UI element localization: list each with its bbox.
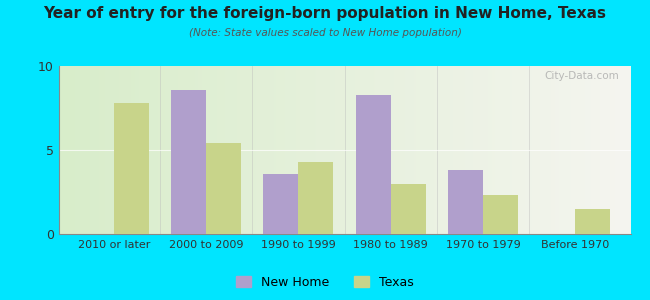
Bar <box>483 195 518 234</box>
Text: City-Data.com: City-Data.com <box>544 71 619 81</box>
Bar <box>206 143 241 234</box>
Bar <box>356 94 391 234</box>
Bar <box>114 103 149 234</box>
Text: Year of entry for the foreign-born population in New Home, Texas: Year of entry for the foreign-born popul… <box>44 6 606 21</box>
Bar <box>448 170 483 234</box>
Text: (Note: State values scaled to New Home population): (Note: State values scaled to New Home p… <box>188 28 462 38</box>
Bar <box>171 89 206 234</box>
Bar <box>391 184 426 234</box>
Bar <box>575 209 610 234</box>
Bar <box>298 162 333 234</box>
Bar <box>263 173 298 234</box>
Legend: New Home, Texas: New Home, Texas <box>231 271 419 294</box>
